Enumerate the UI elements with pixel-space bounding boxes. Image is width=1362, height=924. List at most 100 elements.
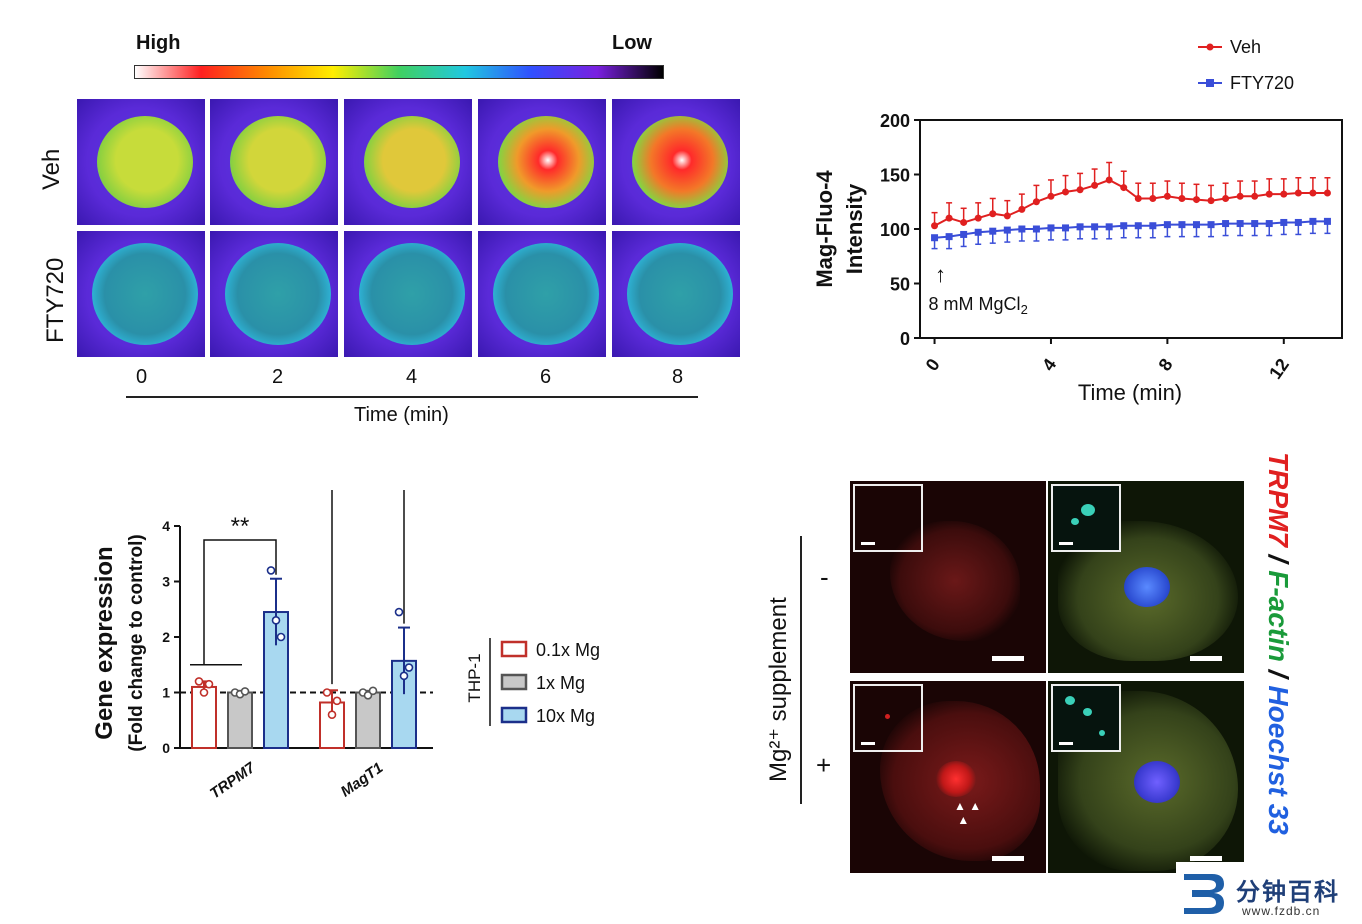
x-tick-label: 4	[1038, 355, 1060, 375]
cell-signal	[627, 243, 733, 345]
data-point	[1222, 194, 1230, 202]
cell-signal	[364, 116, 460, 208]
data-point	[989, 227, 997, 235]
heatmap-tile	[478, 99, 606, 225]
y-tick-label: 0	[900, 329, 910, 349]
x-category-label: MagT1	[338, 759, 387, 800]
data-point	[1192, 221, 1200, 229]
heatmap-tile	[612, 99, 740, 225]
data-point	[1062, 224, 1070, 232]
data-point	[1178, 194, 1186, 202]
x-tick-label: 8	[1155, 355, 1177, 375]
time-tick: 0	[136, 366, 148, 388]
data-point	[1076, 186, 1084, 194]
data-point	[1236, 220, 1244, 228]
significance-bracket	[203, 539, 277, 665]
title-sep: /	[1263, 546, 1294, 571]
legend-marker	[1206, 43, 1214, 51]
legend-label: 10x Mg	[536, 706, 595, 726]
data-point	[1280, 218, 1288, 226]
y-tick-label: 100	[880, 220, 910, 240]
bar	[191, 685, 217, 749]
data-point	[404, 663, 414, 672]
y-tick-label: 50	[890, 275, 910, 295]
data-point	[931, 222, 939, 230]
cell-signal	[359, 243, 465, 345]
data-point	[266, 566, 276, 575]
series-veh	[931, 161, 1331, 230]
colorbar	[134, 65, 664, 79]
scale-bar	[992, 656, 1024, 661]
time-tick: 4	[406, 366, 418, 388]
series-fty720	[931, 217, 1331, 250]
legend-swatch	[500, 640, 528, 658]
inset	[1051, 484, 1121, 552]
data-point	[368, 686, 378, 696]
data-point	[327, 710, 337, 719]
y-tick-label: 200	[880, 111, 910, 131]
micrograph-trpm7-plus: ▲ ▲ ▲	[850, 681, 1046, 873]
annotation-label: 8 mM MgCl2	[929, 294, 1028, 317]
plus-label: +	[816, 750, 832, 780]
legend-label: 0.1x Mg	[536, 640, 600, 660]
y-axis-label-line1: Mag-Fluo-4	[812, 170, 837, 288]
title-trpm7: TRPM7	[1263, 452, 1294, 547]
time-axis-label: Time (min)	[354, 404, 449, 426]
data-point	[1003, 212, 1011, 220]
data-point	[1047, 192, 1055, 200]
data-point	[1149, 194, 1157, 202]
title-hoechst: Hoechst 33	[1263, 685, 1294, 835]
data-point	[1163, 221, 1171, 229]
data-point	[1091, 181, 1099, 189]
legend-swatch	[500, 706, 528, 724]
y-axis-label-line2: (Fold change to control)	[126, 534, 147, 751]
micrograph-trpm7-minus	[850, 481, 1046, 673]
time-axis-line	[126, 396, 698, 398]
data-point	[1251, 220, 1259, 228]
data-point	[1280, 190, 1288, 198]
mg-supplement-label: Mg²⁺ supplement	[765, 597, 792, 782]
x-category-label: TRPM7	[207, 759, 259, 802]
data-point	[1134, 194, 1142, 202]
y-tick-label: 4	[162, 518, 170, 534]
y-tick-label: 150	[880, 166, 910, 186]
cell-signal	[92, 243, 198, 345]
data-point	[1047, 224, 1055, 232]
micrograph-merge-minus	[1048, 481, 1244, 673]
watermark-url: www.fzdb.cn	[1242, 904, 1321, 918]
row-label-fty720: FTY720	[42, 257, 69, 343]
watermark-text: 分钟百科	[1236, 879, 1340, 906]
data-point	[1207, 221, 1215, 229]
watermark-logo-icon	[1184, 874, 1224, 914]
data-point	[394, 607, 404, 617]
data-point	[1149, 222, 1157, 230]
data-point	[1265, 190, 1273, 198]
data-point	[974, 228, 982, 236]
bar	[391, 659, 417, 750]
data-point	[204, 679, 214, 689]
data-point	[399, 671, 409, 681]
annotation-arrow-icon: ↑	[935, 262, 946, 287]
colorbar-high-label: High	[136, 32, 181, 54]
scale-bar	[1190, 856, 1222, 861]
data-point	[1120, 222, 1128, 230]
bar	[355, 691, 381, 749]
data-point	[1251, 192, 1259, 200]
data-point	[1003, 226, 1011, 234]
legend-label: 1x Mg	[536, 673, 585, 693]
data-point	[1178, 221, 1186, 229]
x-tick-label: 0	[922, 355, 944, 375]
colorbar-low-label: Low	[612, 32, 652, 54]
y-tick-label: 0	[162, 740, 170, 756]
legend-label: Veh	[1230, 37, 1261, 57]
data-point	[1062, 188, 1070, 196]
watermark: 分钟百科 www.fzdb.cn	[1176, 862, 1362, 924]
cell-signal	[97, 116, 193, 208]
data-point	[1105, 176, 1113, 184]
arrowheads: ▲ ▲ ▲	[954, 799, 982, 827]
data-point	[1091, 223, 1099, 231]
data-point	[989, 210, 997, 218]
data-point	[1018, 205, 1026, 213]
data-point	[960, 218, 968, 226]
